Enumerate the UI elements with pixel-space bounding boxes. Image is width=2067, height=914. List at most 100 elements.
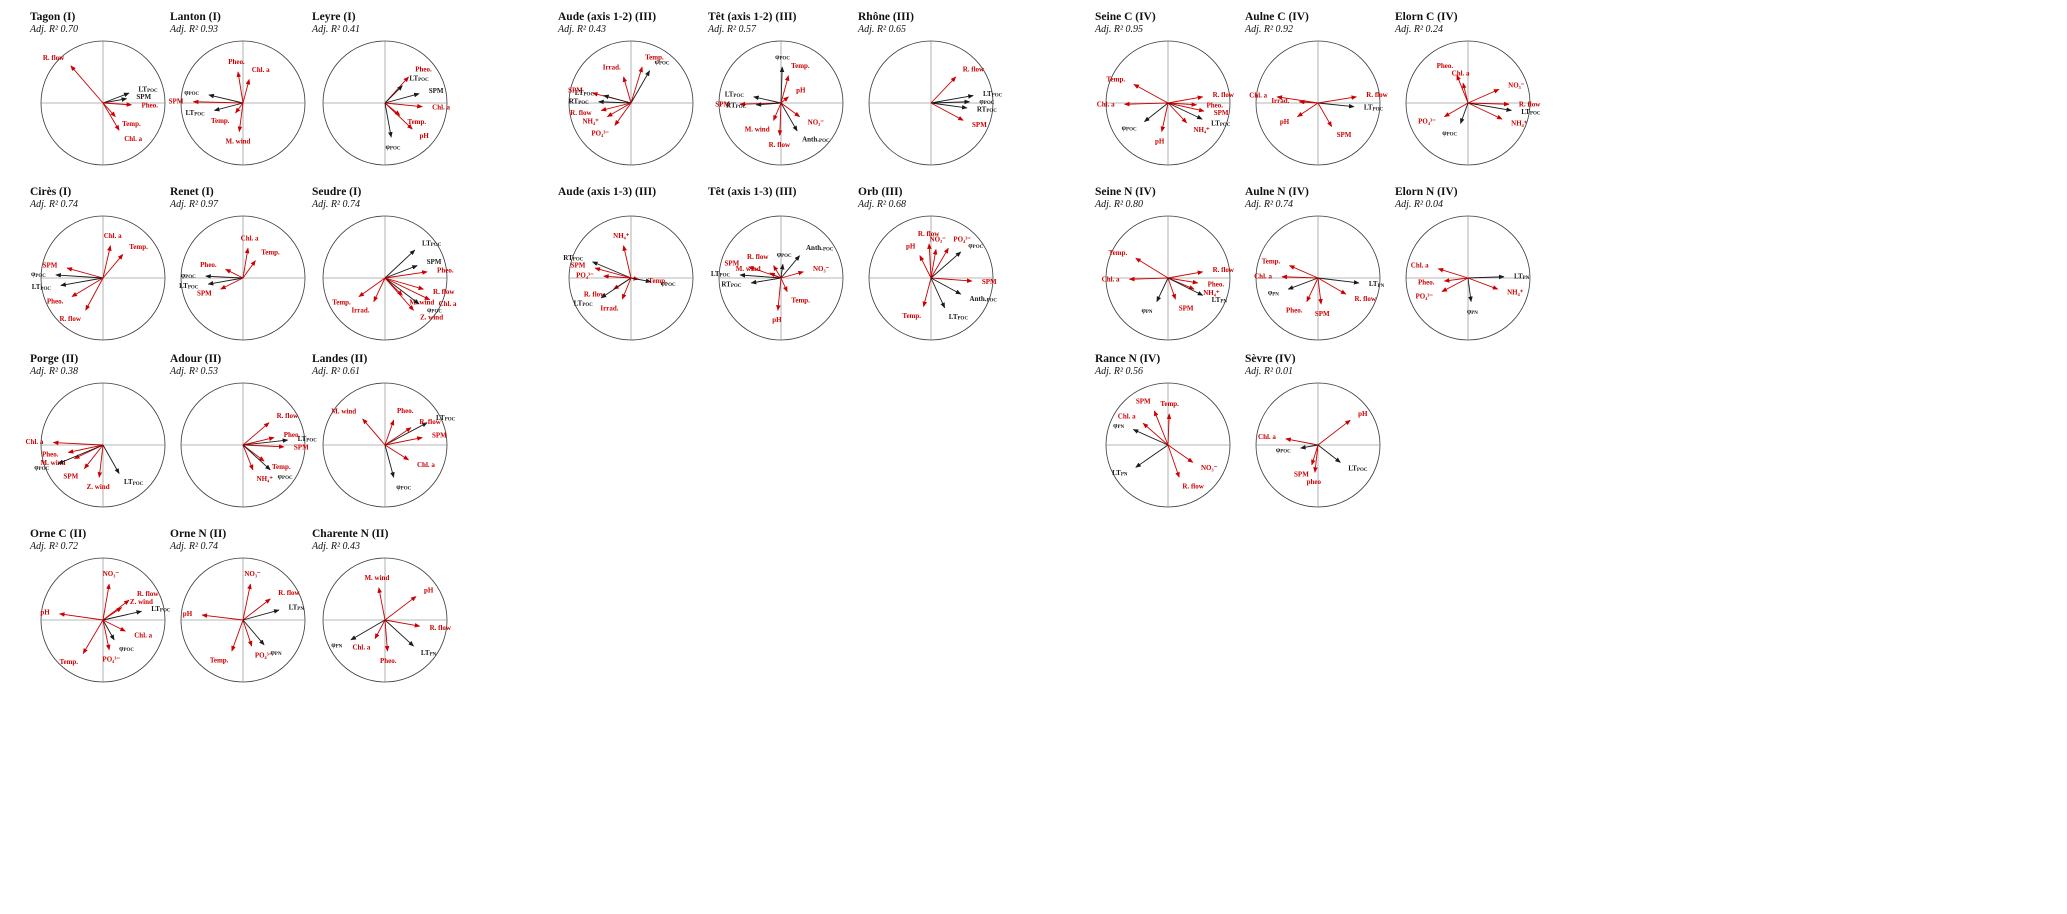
vector-label-poc: φPOC [396,483,411,492]
vector-label-nh: NH₄⁺ [582,117,599,125]
vector-arrow-spm [1153,410,1169,446]
vector-label-poc: φPOC [278,472,293,481]
vector-arrow-poc [1460,102,1469,125]
vector-arrow-chl-a [242,78,251,104]
pca-plot-renet: Renet (I) Adj. R² 0.97 Chl. a Temp. Pheo. φPO… [168,185,324,346]
vector-arrow-pheo [384,619,390,652]
vector-arrow-r-flow [927,243,932,279]
pca-plot-elorn-c: Elorn C (IV) Adj. R² 0.24 Pheo. Chl. a NO₃⁻ R… [1393,10,1549,171]
vector-arrow-chl-a [1285,437,1319,446]
vector-label-r-flow: R. flow [769,141,791,149]
vector-arrow-r-flow [930,76,957,104]
vector-label-ph: pH [772,316,782,324]
vector-label-r-flow: R. flow [1213,266,1235,274]
correlation-circle-plot: Temp. Chl. a φPN Pheo. SPM R. flow LTPN [1254,215,1385,341]
vector-arrow-spm [1317,277,1323,305]
vector-arrow-spm [242,444,285,449]
vector-label-no: NO₃⁻ [244,570,261,578]
vector-arrow-ltpn [242,609,280,621]
vector-label-temp: Temp. [648,276,667,284]
vector-label-poc: φPOC [427,306,442,315]
vector-label-temp: Temp. [1107,75,1126,83]
vector-label-poc: φPOC [386,143,401,152]
vector-label-z-wind: Z. wind [130,598,153,606]
vector-label-ltpoc: LTPOC [575,89,595,98]
vector-arrow-spm [594,267,632,279]
vector-label-poc: φPOC [181,271,196,280]
vector-label-chl-a: Chl. a [252,65,270,73]
vector-label-pheo: Pheo. [228,58,245,66]
vector-label-spm: SPM [1337,131,1352,139]
vector-arrow-irrad [1298,99,1319,105]
vector-arrow-no [1167,444,1194,463]
vector-label-temp: Temp. [791,296,810,304]
pca-plot-orb: Orb (III) Adj. R² 0.68 R. flow NO₃⁻ pH PO₄³⁻ φ… [856,185,1012,346]
vector-arrow-poc [779,263,785,279]
plot-adj-r2: Adj. R² 0.68 [858,199,906,210]
vector-label-r-flow: R. flow [963,65,985,73]
vector-arrow-r-flow [384,619,421,628]
plot-adj-r2: Adj. R² 0.72 [30,541,78,552]
vector-label-ph: pH [1280,118,1290,126]
vector-label-ltpoc: LTPOC [725,90,745,99]
plot-title: Rance N (IV) [1095,353,1161,365]
vector-label-chl-a: Chl. a [1118,412,1136,420]
vector-label-r-flow: R. flow [433,288,455,296]
pca-plot-aude-12: Aude (axis 1-2) (III) Adj. R² 0.43 Temp. φP… [556,10,712,171]
vector-arrow-anth-poc [930,277,962,295]
vector-arrow-pheo [1306,277,1319,303]
vector-label-spm: SPM [63,472,78,480]
vector-label-m-wind: M. wind [41,459,66,467]
vector-label-ltpn: LTPN [421,648,437,657]
vector-arrow-no [1467,88,1500,104]
vector-label-ltpn: LTPN [1369,280,1385,289]
plot-adj-r2: Adj. R² 0.43 [312,541,360,552]
vector-label-ltpoc: LTPOC [1348,464,1368,473]
vector-label-temp: Temp. [122,120,141,128]
vector-label-ltpoc: LTPOC [983,89,1003,98]
plot-title: Elorn N (IV) [1395,186,1458,198]
vector-arrow-poc [208,93,244,104]
vector-arrow-poc [55,272,104,279]
vector-label-ltpoc: LTPOC [436,414,456,423]
vector-arrow-temp [102,102,116,118]
vector-label-pn: φPN [1268,288,1279,297]
vector-arrow-nh [242,444,254,471]
vector-arrow-chl-a [1142,422,1169,446]
pca-plot-aulne-n: Aulne N (IV) Adj. R² 0.74 Temp. Chl. a φPN Ph… [1243,185,1399,346]
vector-label-ltpoc: LTPOC [179,282,199,291]
vector-arrow-ltpoc [600,277,632,299]
vector-label-spm: SPM [982,277,997,285]
vector-arrow-nh [1167,102,1188,124]
vector-label-poc: φPOC [775,53,790,62]
vector-arrow-poc [1300,444,1319,450]
vector-label-poc: φPOC [655,58,670,67]
vector-label-pheo: Pheo. [397,406,414,414]
correlation-circle-plot: Chl. a Pheo. PO₄³⁻ LTPN NH₄⁺ φPN [1405,215,1531,341]
vector-label-ltpoc: LTPOC [422,239,442,248]
vector-label-ph: pH [1155,137,1165,145]
vector-arrow-ph [780,96,789,104]
vector-label-poc: φPOC [31,270,46,279]
vector-label-pheo: Pheo. [284,431,301,439]
vector-label-pheo: Pheo. [42,450,59,458]
vector-label-nh: NH₄⁺ [1193,126,1210,134]
vector-label-spm: SPM [197,289,212,297]
pca-plot-leyre: Leyre (I) Adj. R² 0.41 Pheo. LTPOC SPM Chl. a… [310,10,466,171]
vector-label-r-flow: R. flow [430,624,452,632]
vector-arrow-pheo [242,436,275,446]
vector-arrow-temp [1288,265,1319,279]
vector-arrow-nh [622,245,632,279]
vector-label-temp: Temp. [272,463,291,471]
vector-arrow-ltpoc [242,438,289,446]
vector-label-temp: Temp. [1109,249,1128,257]
plot-adj-r2: Adj. R² 0.01 [1245,366,1293,377]
vector-label-no: NO₃⁻ [808,118,825,126]
vector-label-chl-a: Chl. a [1452,69,1470,77]
plot-adj-r2: Adj. R² 0.74 [170,541,218,552]
vector-label-ph: pH [906,242,916,250]
